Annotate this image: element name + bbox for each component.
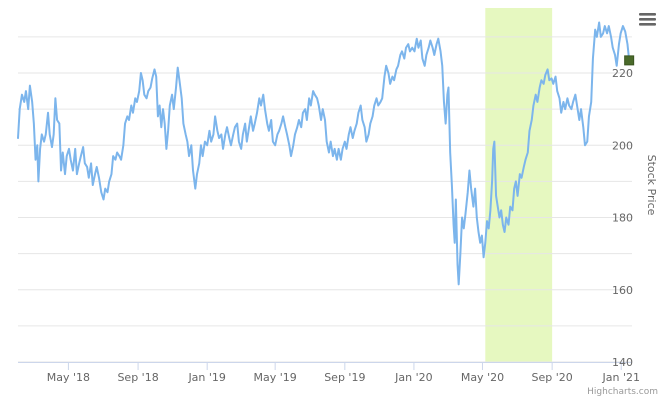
hamburger-menu-icon <box>639 13 656 26</box>
y-tick-label: 200 <box>612 139 633 152</box>
series-layer <box>17 21 631 286</box>
grid-layer <box>18 36 632 363</box>
x-tick-label: Sep '18 <box>117 371 158 384</box>
x-tick-label: Sep '20 <box>532 371 573 384</box>
x-tick-label: Sep '19 <box>324 371 365 384</box>
y-tick-label: 220 <box>612 67 633 80</box>
y-tick-label: 180 <box>612 212 633 225</box>
x-axis: May '18 Sep '18 Jan '19 May '19 Sep '19 Jan '… <box>18 362 640 384</box>
x-tick-label: May '19 <box>254 371 297 384</box>
x-tick-label: Jan '19 <box>187 371 225 384</box>
context-menu-button[interactable] <box>636 9 658 31</box>
last-point-marker <box>624 55 635 66</box>
y-tick-label: 140 <box>612 356 633 369</box>
series-line <box>17 21 631 286</box>
x-tick-label: Jan '21 <box>601 371 639 384</box>
credits-link[interactable]: Highcharts.com <box>587 387 658 397</box>
x-tick-label: May '20 <box>461 371 504 384</box>
marker-layer <box>624 55 635 66</box>
x-tick-label: May '18 <box>47 371 90 384</box>
y-axis-title: Stock Price <box>645 155 658 216</box>
y-axis: 140 160 180 200 220 <box>612 67 633 369</box>
x-tick-label: Jan '20 <box>394 371 432 384</box>
y-tick-label: 160 <box>612 284 633 297</box>
